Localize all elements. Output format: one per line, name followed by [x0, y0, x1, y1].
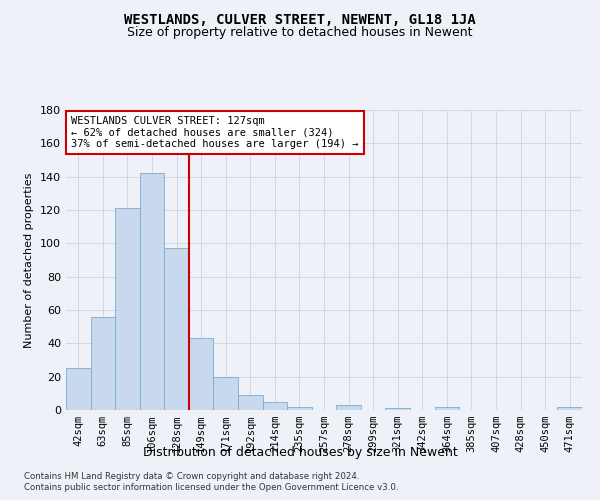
- Bar: [189, 338, 214, 410]
- Bar: [238, 395, 263, 410]
- Bar: [385, 408, 410, 410]
- Bar: [263, 402, 287, 410]
- Text: WESTLANDS CULVER STREET: 127sqm
← 62% of detached houses are smaller (324)
37% o: WESTLANDS CULVER STREET: 127sqm ← 62% of…: [71, 116, 359, 149]
- Text: Contains public sector information licensed under the Open Government Licence v3: Contains public sector information licen…: [24, 483, 398, 492]
- Bar: [140, 174, 164, 410]
- Bar: [336, 405, 361, 410]
- Bar: [557, 406, 582, 410]
- Text: Distribution of detached houses by size in Newent: Distribution of detached houses by size …: [143, 446, 457, 459]
- Bar: [434, 406, 459, 410]
- Text: Size of property relative to detached houses in Newent: Size of property relative to detached ho…: [127, 26, 473, 39]
- Bar: [287, 406, 312, 410]
- Bar: [115, 208, 140, 410]
- Y-axis label: Number of detached properties: Number of detached properties: [25, 172, 34, 348]
- Bar: [164, 248, 189, 410]
- Bar: [214, 376, 238, 410]
- Bar: [66, 368, 91, 410]
- Bar: [91, 316, 115, 410]
- Text: WESTLANDS, CULVER STREET, NEWENT, GL18 1JA: WESTLANDS, CULVER STREET, NEWENT, GL18 1…: [124, 12, 476, 26]
- Text: Contains HM Land Registry data © Crown copyright and database right 2024.: Contains HM Land Registry data © Crown c…: [24, 472, 359, 481]
